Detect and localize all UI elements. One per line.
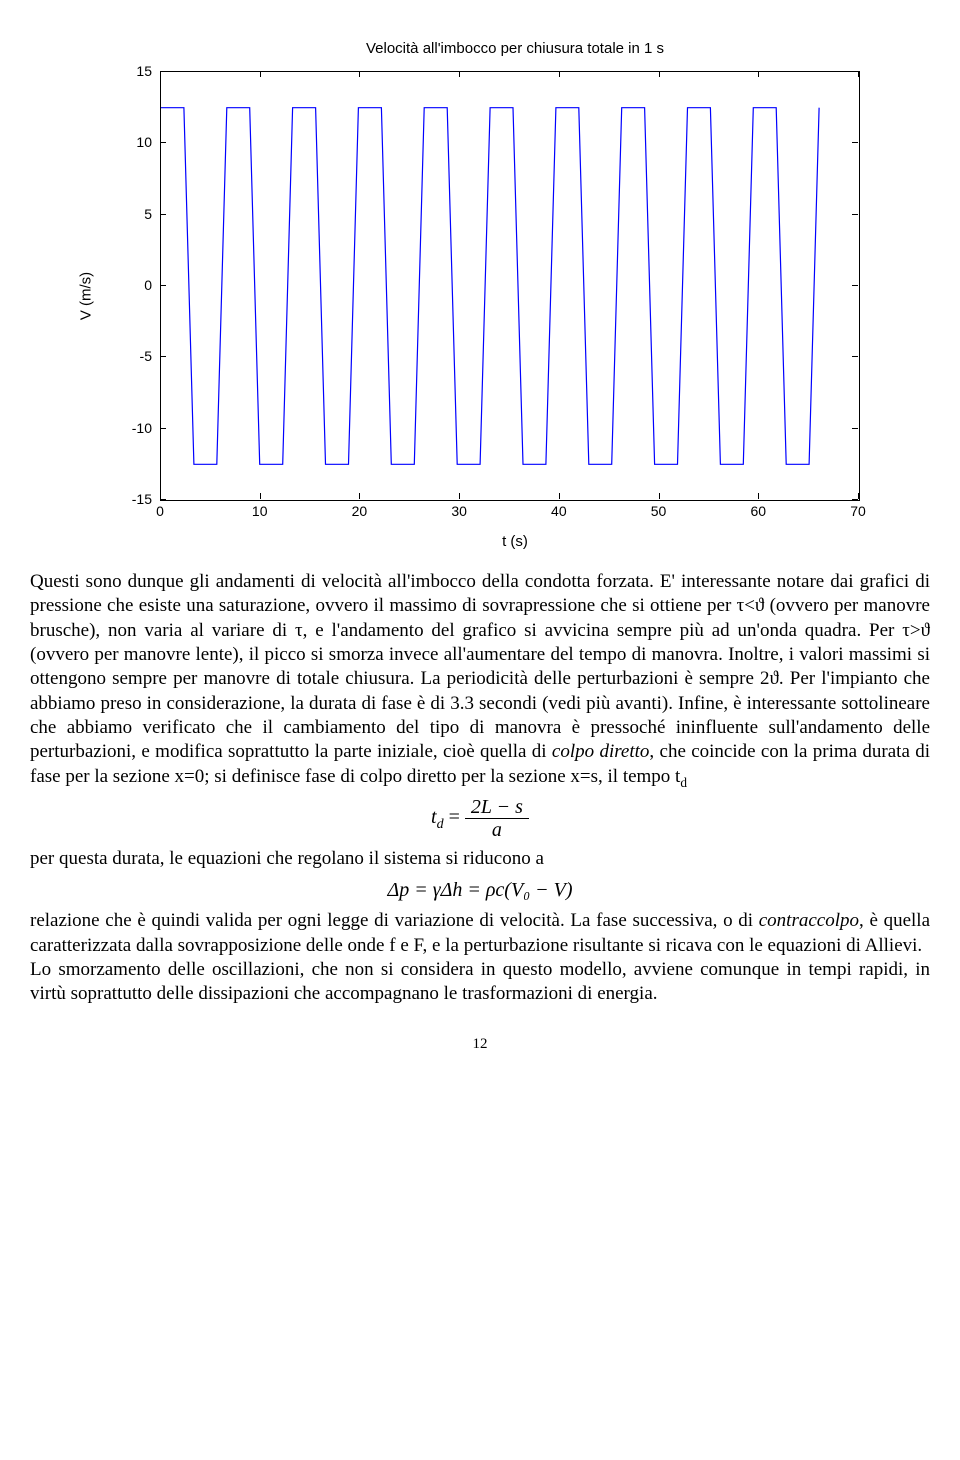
velocity-chart: Velocità all'imbocco per chiusura totale… <box>70 40 890 550</box>
f2: Δp = γΔh = ρc(V₀ − V) <box>387 879 572 901</box>
f1-num: 2L − s <box>465 796 529 819</box>
page-number: 12 <box>30 1036 930 1053</box>
p1-italic1: colpo diretto <box>552 741 650 762</box>
plot-box <box>160 71 860 501</box>
formula-td: td = 2L − sa <box>30 796 930 841</box>
body-text: Questi sono dunque gli andamenti di velo… <box>30 570 930 1006</box>
f1-den: a <box>465 819 529 841</box>
paragraph-1: Questi sono dunque gli andamenti di velo… <box>30 570 930 790</box>
f1-frac: 2L − sa <box>465 796 529 841</box>
paragraph-3: relazione che è quindi valida per ogni l… <box>30 909 930 958</box>
x-axis-label: t (s) <box>70 533 890 550</box>
p3-italic: contraccolpo <box>759 910 859 931</box>
wave-line <box>161 72 859 500</box>
p1a: Questi sono dunque gli andamenti di velo… <box>30 571 930 762</box>
p1-sub: d <box>680 774 687 789</box>
y-axis-label: V (m/s) <box>78 272 95 320</box>
f1-sub: d <box>437 817 444 832</box>
chart-area: V (m/s) -15-10-5051015 010203040506070 <box>70 61 890 531</box>
paragraph-2: per questa durata, le equazioni che rego… <box>30 847 930 871</box>
f1-eq: = <box>444 806 465 828</box>
chart-title: Velocità all'imbocco per chiusura totale… <box>70 40 890 57</box>
p3a: relazione che è quindi valida per ogni l… <box>30 910 759 931</box>
paragraph-4: Lo smorzamento delle oscillazioni, che n… <box>30 958 930 1007</box>
formula-dp: Δp = γΔh = ρc(V₀ − V) <box>30 878 930 904</box>
